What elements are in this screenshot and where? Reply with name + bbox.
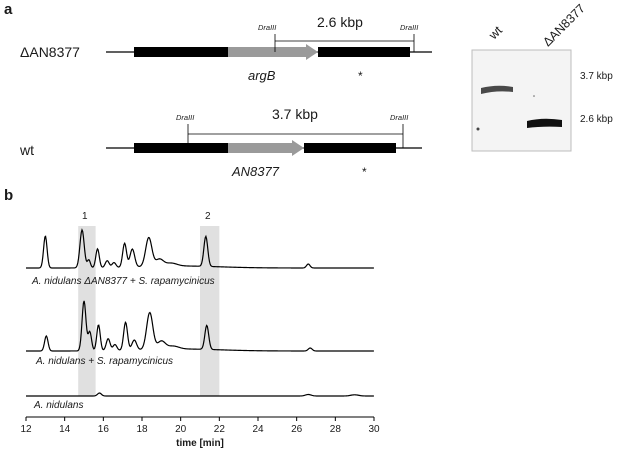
x-axis-tick-label: 26 [291, 424, 303, 435]
knockout-upstream-flank [134, 47, 228, 57]
blot-lane-label-ko: ΔAN8377 [540, 1, 588, 49]
wildtype-label: wt [19, 142, 34, 158]
peak-label-1: 1 [82, 211, 88, 222]
chromatogram: 1 2 A. nidulans ΔAN8377 + S. rapamycinic… [20, 211, 380, 449]
trace-label-coculture: A. nidulans + S. rapamycinicus [35, 356, 173, 367]
x-axis-ticks: 12 14 16 18 20 22 24 26 28 30 [20, 417, 380, 435]
blot-band-label-2-6: 2.6 kbp [580, 114, 613, 125]
chromatogram-trace-knockout [26, 228, 374, 269]
trace-label-monoculture: A. nidulans [33, 400, 83, 411]
knockout-asterisk: * [358, 69, 363, 83]
x-axis-tick-label: 12 [20, 424, 32, 435]
blot-band-wt [481, 85, 513, 94]
chromatogram-trace-coculture [26, 300, 374, 352]
highlight-region-2 [200, 226, 220, 396]
blot-speck [476, 127, 480, 131]
knockout-label: ΔAN8377 [20, 44, 80, 60]
knockout-site-right-label: DraIII [400, 23, 418, 32]
knockout-fragment-size: 2.6 kbp [317, 14, 363, 30]
argb-gene-label: argB [248, 68, 276, 83]
x-axis-tick-label: 30 [368, 424, 380, 435]
panel-a-letter: a [4, 1, 13, 18]
blot-speck [533, 95, 535, 97]
knockout-downstream-flank [318, 47, 410, 57]
knockout-construct: ΔAN8377 DraIII DraIII 2.6 kbp argB * [20, 14, 432, 83]
wildtype-site-left-label: DraIII [176, 113, 194, 122]
x-axis-tick-label: 18 [136, 424, 148, 435]
x-axis-tick-label: 20 [175, 424, 187, 435]
blot-membrane [471, 49, 572, 152]
knockout-site-left-label: DraIII [258, 23, 276, 32]
x-axis-tick-label: 22 [214, 424, 226, 435]
wildtype-upstream-flank [134, 143, 228, 153]
blot-band-label-3-7: 3.7 kbp [580, 71, 613, 82]
peak-label-2: 2 [205, 211, 211, 222]
wildtype-asterisk: * [362, 165, 367, 179]
panel-b-letter: b [4, 187, 13, 204]
x-axis-tick-label: 28 [330, 424, 342, 435]
x-axis-tick-label: 16 [98, 424, 110, 435]
southern-blot: wt ΔAN8377 3.7 kbp 2.6 kbp [471, 1, 613, 152]
blot-lane-label-wt: wt [486, 23, 506, 43]
highlight-region-1 [78, 226, 96, 396]
x-axis-title: time [min] [176, 438, 224, 449]
an8377-gene-label: AN8377 [231, 164, 280, 179]
chromatogram-trace-monoculture [26, 392, 374, 397]
x-axis-tick-label: 24 [252, 424, 264, 435]
wildtype-fragment-size: 3.7 kbp [272, 106, 318, 122]
blot-band-ko [527, 118, 562, 128]
x-axis-tick-label: 14 [59, 424, 71, 435]
trace-label-knockout: A. nidulans ΔAN8377 + S. rapamycinicus [31, 276, 215, 287]
wildtype-site-right-label: DraIII [390, 113, 408, 122]
an8377-gene-arrow [228, 140, 304, 156]
wildtype-downstream-flank [304, 143, 396, 153]
wildtype-construct: wt DraIII DraIII 3.7 kbp AN8377 * [19, 106, 422, 179]
argb-cassette-arrow [228, 44, 318, 60]
highlight-regions [78, 226, 220, 396]
